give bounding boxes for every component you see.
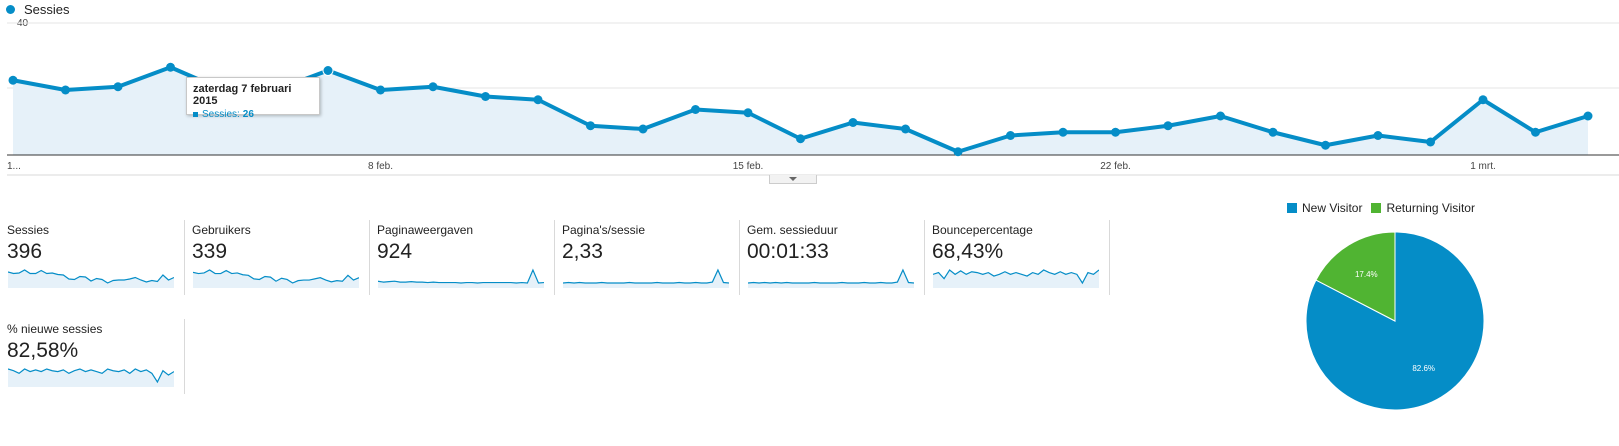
chevron-down-icon xyxy=(789,177,797,181)
returning-visitor-swatch xyxy=(1371,203,1382,213)
sessions-legend-dot xyxy=(6,4,15,14)
data-point[interactable] xyxy=(61,85,70,95)
sparkline-area xyxy=(748,270,914,288)
tooltip-swatch xyxy=(193,112,198,117)
pie-legend: New Visitor Returning Visitor xyxy=(1287,201,1484,215)
sparkline xyxy=(748,268,914,288)
sparkline-area xyxy=(933,270,1099,288)
data-point[interactable] xyxy=(1216,111,1225,121)
sparkline-line xyxy=(563,268,729,284)
data-point[interactable] xyxy=(533,95,543,105)
pie-legend-new-visitor[interactable]: New Visitor xyxy=(1287,201,1362,215)
chart-tooltip: zaterdag 7 februari 2015 Sessies: 26 xyxy=(186,77,320,120)
sparkline-line xyxy=(933,269,1099,285)
data-point[interactable] xyxy=(848,118,858,127)
tooltip-date: zaterdag 7 februari 2015 xyxy=(193,83,292,107)
data-point[interactable] xyxy=(901,124,910,134)
pie-slice-returning-visitor[interactable] xyxy=(1315,231,1396,322)
data-point[interactable] xyxy=(1006,131,1015,140)
tooltip-series-value: 26 xyxy=(242,109,254,120)
metric-value: 924 xyxy=(377,240,413,263)
data-point[interactable] xyxy=(1058,127,1068,137)
data-point[interactable] xyxy=(743,108,753,118)
pie-legend-returning-visitor[interactable]: Returning Visitor xyxy=(1371,201,1475,215)
data-point[interactable] xyxy=(1583,111,1593,121)
data-point[interactable] xyxy=(1478,95,1488,105)
metric-new-sessions[interactable]: % nieuwe sessies 82,58% xyxy=(0,319,185,394)
data-point[interactable] xyxy=(796,134,805,144)
tooltip-series-label: Sessies: xyxy=(202,109,240,120)
metric-label: Gebruikers xyxy=(192,223,251,237)
data-point[interactable] xyxy=(1268,127,1278,137)
x-tick-label: 15 feb. xyxy=(733,161,764,172)
metric-avg-session-duration[interactable]: Gem. sessieduur 00:01:33 xyxy=(740,220,925,295)
metric-label: Paginaweergaven xyxy=(377,223,474,237)
data-point[interactable] xyxy=(1531,127,1540,137)
visitor-type-pie-chart[interactable]: 82.6% 17.4% xyxy=(1300,226,1490,416)
metric-value: 68,43% xyxy=(932,240,1004,263)
sessions-legend-label: Sessies xyxy=(24,1,70,17)
sparkline xyxy=(378,268,544,288)
sparkline-line xyxy=(8,269,174,284)
sparkline-area xyxy=(563,270,729,288)
chart-legend: Sessies xyxy=(6,0,70,18)
sparkline-area xyxy=(193,270,359,288)
pie-legend-label: Returning Visitor xyxy=(1386,201,1475,215)
metric-users[interactable]: Gebruikers 339 xyxy=(185,220,370,295)
metric-label: Bouncepercentage xyxy=(932,223,1033,237)
sessions-line-chart[interactable]: 40201...8 feb.15 feb.22 feb.1 mrt. xyxy=(0,18,1619,178)
data-point[interactable] xyxy=(1111,127,1120,137)
sparkline xyxy=(8,269,174,288)
data-point[interactable] xyxy=(166,62,175,72)
data-point[interactable] xyxy=(638,124,648,134)
sparkline-line xyxy=(378,268,544,284)
pie-slice-label: 17.4% xyxy=(1355,270,1378,279)
sparkline-line xyxy=(8,368,174,384)
metric-label: Pagina's/sessie xyxy=(562,223,646,237)
sparkline xyxy=(563,268,729,288)
data-point[interactable] xyxy=(586,121,595,131)
x-tick-label: 8 feb. xyxy=(368,161,393,172)
data-point[interactable] xyxy=(1163,121,1173,131)
metric-value: 82,58% xyxy=(7,339,79,362)
sparkline-line xyxy=(748,268,914,284)
sparkline xyxy=(933,269,1099,288)
metric-sessions[interactable]: Sessies 396 xyxy=(0,220,185,295)
pie-slice-label: 82.6% xyxy=(1412,364,1435,373)
metric-label: Sessies xyxy=(7,223,50,237)
sparkline xyxy=(193,269,359,288)
sparkline xyxy=(8,368,174,387)
data-point[interactable] xyxy=(953,147,963,157)
sparkline-area xyxy=(8,369,174,387)
sparkline-line xyxy=(193,269,359,284)
metric-value: 2,33 xyxy=(562,240,603,263)
x-tick-label: 22 feb. xyxy=(1100,161,1131,172)
sparkline-area xyxy=(8,270,174,288)
metric-pageviews[interactable]: Paginaweergaven 924 xyxy=(370,220,555,295)
data-point[interactable] xyxy=(322,65,334,76)
chart-collapse-handle[interactable] xyxy=(769,175,817,184)
metric-bounce-rate[interactable]: Bouncepercentage 68,43% xyxy=(925,220,1110,295)
data-point[interactable] xyxy=(1373,131,1383,140)
data-point[interactable] xyxy=(691,105,700,114)
x-tick-label: 1 mrt. xyxy=(1470,161,1496,172)
metric-pages-per-session[interactable]: Pagina's/sessie 2,33 xyxy=(555,220,740,295)
tooltip-series-line: Sessies: 26 xyxy=(193,109,313,120)
data-point[interactable] xyxy=(8,75,18,85)
data-point[interactable] xyxy=(1426,137,1435,147)
metric-label: Gem. sessieduur xyxy=(747,223,838,237)
sparkline-area xyxy=(378,270,544,288)
metric-value: 396 xyxy=(7,240,43,263)
pie-legend-label: New Visitor xyxy=(1302,201,1363,215)
data-point[interactable] xyxy=(428,82,438,92)
metric-value: 00:01:33 xyxy=(747,240,829,263)
data-point[interactable] xyxy=(1321,140,1330,150)
metric-label: % nieuwe sessies xyxy=(7,322,103,336)
data-point[interactable] xyxy=(113,82,123,92)
data-point[interactable] xyxy=(376,85,385,95)
x-tick-label: 1... xyxy=(7,161,21,172)
data-point[interactable] xyxy=(481,92,490,101)
new-visitor-swatch xyxy=(1287,203,1297,213)
metric-value: 339 xyxy=(192,240,228,263)
